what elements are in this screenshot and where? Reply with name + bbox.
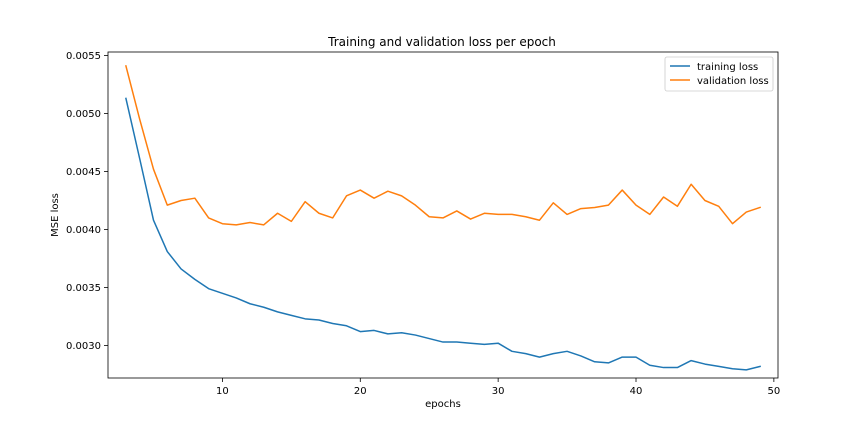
x-tick-label: 10 — [216, 386, 229, 397]
y-tick-label: 0.0055 — [66, 51, 101, 62]
x-tick-label: 50 — [767, 386, 780, 397]
validation-loss-line — [125, 65, 762, 226]
x-tick-label: 30 — [492, 386, 505, 397]
x-tick-label: 20 — [354, 386, 367, 397]
y-axis-label: MSE loss — [50, 193, 61, 237]
chart-title: Training and validation loss per epoch — [327, 35, 556, 49]
y-tick-label: 0.0045 — [66, 167, 101, 178]
y-tick-label: 0.0035 — [66, 283, 101, 294]
legend-label-training: training loss — [697, 62, 758, 73]
x-axis-label: epochs — [425, 399, 461, 410]
x-tick-label: 40 — [630, 386, 643, 397]
y-tick-label: 0.0030 — [66, 341, 101, 352]
legend-label-validation: validation loss — [697, 76, 769, 87]
series-lines — [125, 65, 762, 371]
y-axis-ticks: 0.0030 0.0035 0.0040 0.0045 0.0050 0.0055 — [66, 51, 108, 352]
y-tick-label: 0.0040 — [66, 225, 101, 236]
y-tick-label: 0.0050 — [66, 109, 101, 120]
legend-box — [664, 56, 774, 92]
x-axis-ticks: 10 20 30 40 50 — [216, 378, 780, 397]
plot-frame — [107, 51, 779, 379]
legend: training loss validation loss — [664, 56, 774, 92]
training-loss-line — [125, 97, 761, 371]
